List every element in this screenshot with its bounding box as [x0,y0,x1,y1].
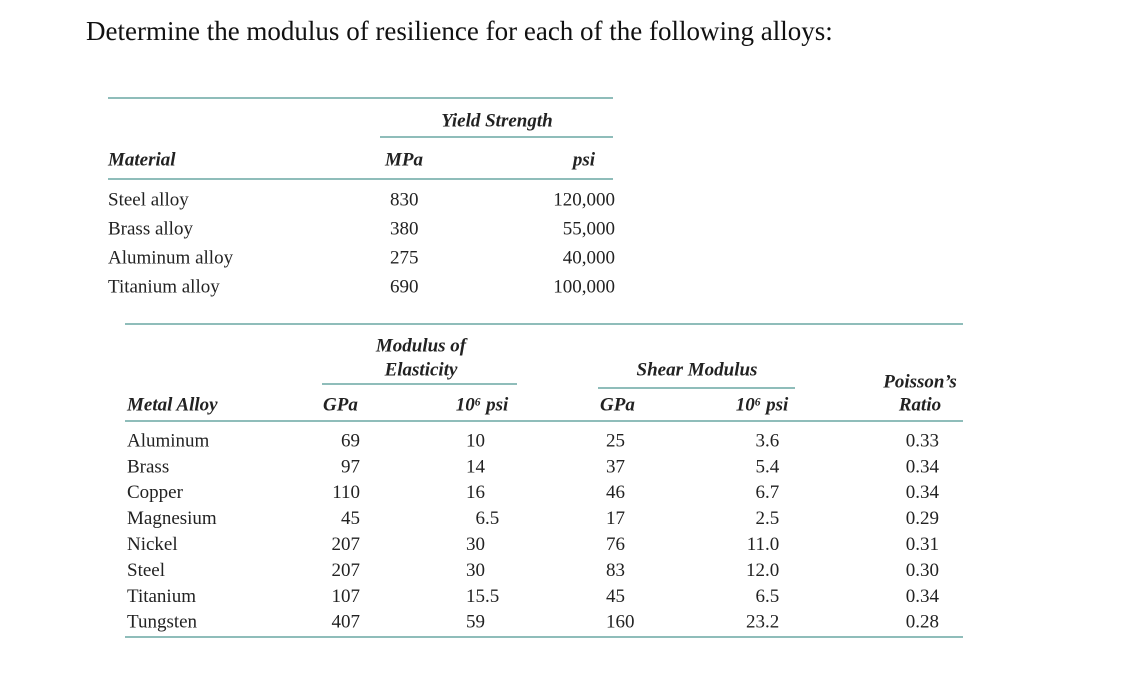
cell: 0.31 [906,534,939,555]
cell: 46 [606,482,625,503]
cell: 30 [466,560,485,581]
cell: 76 [606,534,625,555]
group-header: Modulus of [375,335,468,356]
cell: 15.5 [466,586,499,607]
column-header: 10⁶ psi [456,394,509,415]
cell: Brass [127,456,169,477]
cell: 207 [332,560,361,581]
cell: 0.34 [906,586,940,607]
cell: 12.0 [746,560,779,581]
cell: 69 [341,430,360,451]
question-title: Determine the modulus of resilience for … [86,16,833,46]
cell: 6.5 [756,586,780,607]
cell: 107 [332,586,361,607]
cell: 207 [332,534,361,555]
cell: 0.34 [906,456,940,477]
cell: 17 [606,508,625,529]
cell: 23.2 [746,612,779,633]
cell: 380 [390,218,419,239]
group-header: Elasticity [384,359,458,380]
cell: 14 [466,456,486,477]
cell: 0.33 [906,430,939,451]
cell: 6.5 [476,508,500,529]
cell: 275 [390,247,419,268]
cell: Copper [127,482,184,503]
cell: Magnesium [127,508,217,529]
cell: 407 [332,612,361,633]
cell: 0.28 [906,612,939,633]
cell: 2.5 [756,508,780,529]
cell: 0.30 [906,560,939,581]
cell: 160 [606,612,635,633]
cell: 100,000 [553,276,615,297]
cell: 3.6 [756,430,780,451]
cell: 11.0 [747,534,780,555]
cell: 120,000 [553,189,615,210]
column-header: GPa [600,394,635,415]
cell: 55,000 [563,218,615,239]
cell: Titanium alloy [108,276,220,297]
cell: Titanium [127,586,196,607]
cell: Brass alloy [108,218,193,239]
column-header: Poisson’s [882,371,957,392]
column-header: Metal Alloy [126,394,218,415]
cell: 25 [606,430,625,451]
cell: Nickel [127,534,178,555]
cell: 45 [341,508,360,529]
cell: 690 [390,276,419,297]
cell: 37 [606,456,625,477]
cell: 110 [332,482,360,503]
cell: Tungsten [127,612,198,633]
column-header: MPa [384,149,424,170]
cell: 0.29 [906,508,939,529]
cell: 830 [390,189,419,210]
cell: Aluminum alloy [108,247,234,268]
cell: 59 [466,612,485,633]
column-header: GPa [323,394,358,415]
cell: 97 [341,456,360,477]
cell: 0.34 [906,482,940,503]
group-header: Shear Modulus [637,359,758,380]
column-header: psi [571,149,596,170]
cell: 16 [466,482,485,503]
cell: 83 [606,560,625,581]
cell: 45 [606,586,625,607]
cell: Steel [127,560,165,581]
cell: 10 [466,430,485,451]
group-header: Yield Strength [441,110,552,131]
cell: 5.4 [756,456,780,477]
column-header: Ratio [898,394,941,415]
column-header: Material [107,149,176,170]
cell: 40,000 [563,247,615,268]
cell: 6.7 [756,482,780,503]
cell: 30 [466,534,485,555]
column-header: 10⁶ psi [736,394,789,415]
cell: Aluminum [127,430,210,451]
cell: Steel alloy [108,189,189,210]
